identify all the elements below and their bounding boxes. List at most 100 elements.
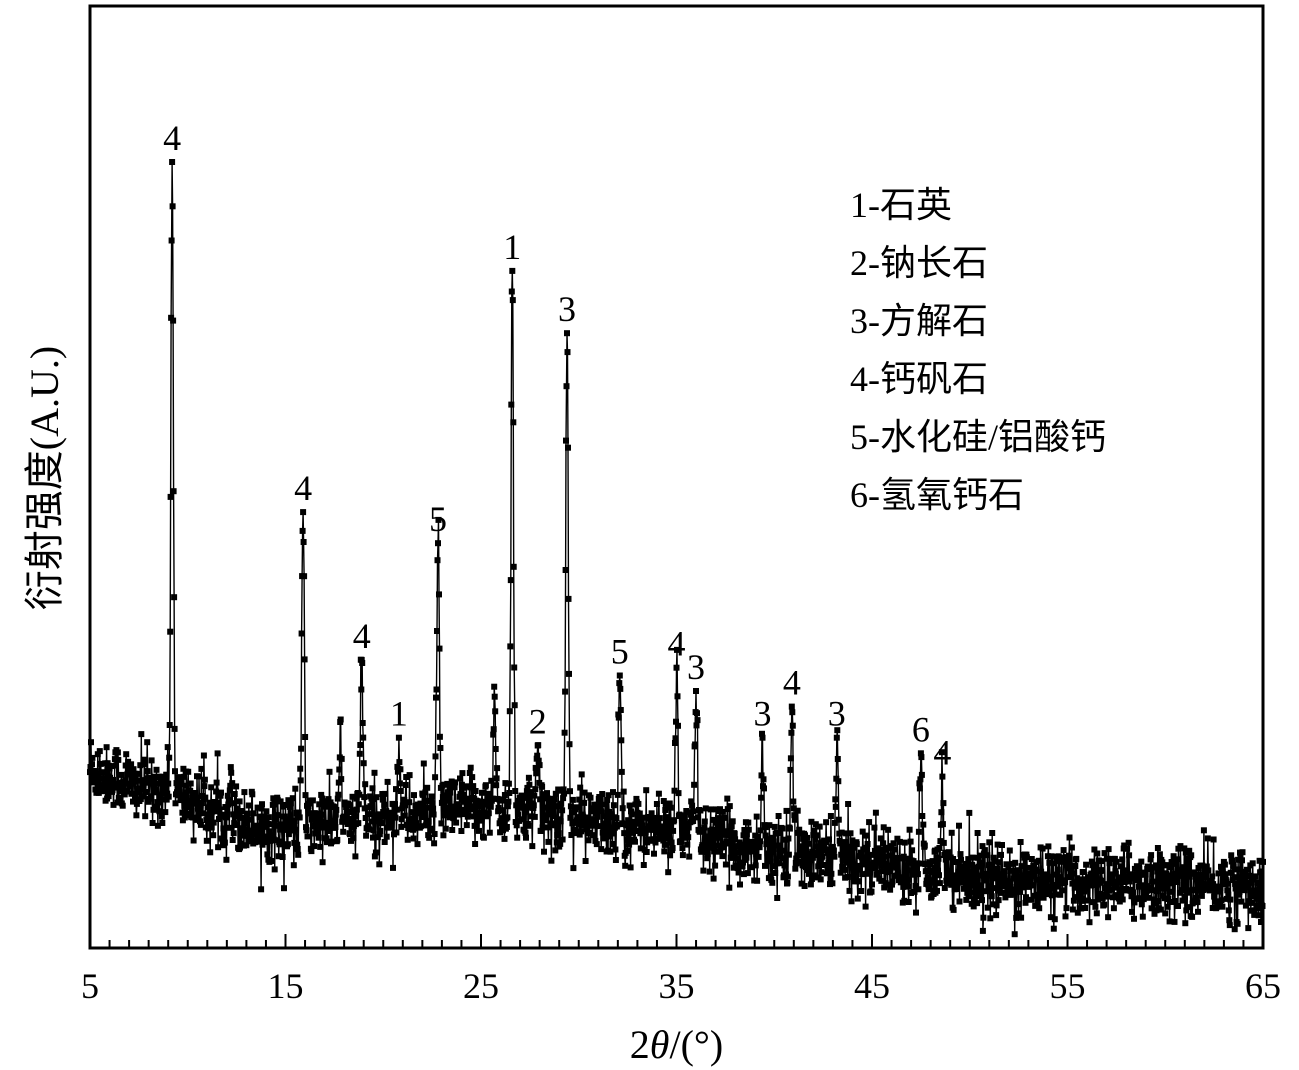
data-point	[1092, 863, 1099, 870]
data-point	[522, 808, 528, 815]
data-point	[159, 820, 166, 826]
data-point	[620, 788, 627, 795]
data-point	[980, 914, 987, 921]
data-point	[790, 805, 797, 812]
data-point	[525, 774, 532, 781]
data-point	[815, 847, 822, 854]
data-point	[430, 811, 437, 818]
data-point	[1023, 894, 1029, 901]
data-point	[945, 849, 952, 856]
data-point	[838, 829, 845, 836]
data-point	[540, 791, 547, 798]
data-point	[609, 841, 616, 847]
data-point	[1094, 850, 1101, 857]
data-point	[266, 828, 273, 835]
data-point	[243, 842, 250, 849]
data-point	[664, 820, 671, 826]
data-point	[876, 846, 883, 853]
data-point	[261, 839, 268, 846]
data-point	[281, 885, 287, 892]
data-point	[532, 764, 539, 771]
data-point	[393, 806, 400, 813]
data-point	[530, 802, 537, 809]
data-point	[1011, 931, 1018, 938]
data-point	[966, 809, 973, 816]
data-point	[1179, 864, 1186, 871]
data-point	[528, 789, 535, 796]
series-markers	[87, 159, 1266, 938]
data-point	[469, 774, 476, 781]
data-point	[201, 783, 208, 790]
data-point	[903, 862, 910, 869]
data-point	[1022, 899, 1029, 906]
data-point	[1122, 867, 1129, 874]
data-point	[336, 766, 343, 773]
data-point	[865, 864, 872, 871]
data-point	[304, 833, 311, 840]
data-point	[830, 847, 837, 854]
data-point	[693, 688, 699, 694]
data-point	[714, 842, 721, 849]
data-point	[871, 847, 878, 854]
data-point	[206, 799, 213, 806]
data-point	[813, 832, 820, 839]
data-point	[785, 835, 792, 842]
data-point	[627, 864, 634, 871]
data-point	[1183, 907, 1190, 914]
data-point	[857, 849, 864, 856]
data-point	[317, 843, 324, 850]
data-point	[711, 848, 718, 855]
data-point	[911, 888, 918, 895]
data-point	[962, 881, 969, 888]
data-point	[510, 563, 517, 570]
data-point	[884, 881, 891, 888]
data-point	[412, 825, 418, 832]
data-point	[918, 771, 925, 778]
data-point	[1073, 894, 1080, 901]
data-point	[1243, 873, 1250, 880]
data-point	[988, 893, 995, 900]
data-point	[674, 646, 680, 653]
data-point	[575, 814, 582, 821]
data-point	[369, 785, 376, 792]
data-point	[474, 798, 481, 805]
data-point	[140, 793, 147, 800]
data-point	[501, 835, 508, 842]
data-point	[1089, 899, 1096, 906]
data-point	[675, 722, 681, 729]
data-point	[608, 811, 614, 818]
data-point	[1173, 879, 1180, 885]
data-point	[996, 859, 1003, 866]
data-point	[1053, 891, 1060, 898]
data-point	[740, 871, 747, 878]
data-point	[548, 857, 555, 864]
data-point	[1052, 871, 1059, 878]
data-point	[1180, 881, 1187, 888]
data-point	[755, 833, 762, 840]
data-point	[298, 630, 305, 637]
data-point	[172, 800, 179, 807]
data-point	[1245, 925, 1252, 932]
data-point	[1097, 890, 1104, 897]
data-point	[587, 794, 594, 801]
data-point	[751, 839, 758, 846]
data-point	[743, 854, 750, 861]
data-point	[834, 727, 841, 734]
data-point	[798, 843, 805, 850]
data-point	[390, 864, 396, 871]
data-point	[956, 898, 963, 905]
data-point	[490, 731, 497, 738]
legend: 1-石英 2-钠长石 3-方解石 4-钙矾石 5-水化硅/铝酸钙 6-氢氧钙石	[850, 185, 1106, 515]
data-point	[355, 820, 362, 827]
data-point	[99, 788, 106, 795]
data-point	[939, 773, 946, 780]
data-point	[544, 795, 551, 802]
data-point	[711, 831, 718, 838]
data-point	[351, 813, 358, 820]
data-point	[557, 840, 564, 847]
data-point	[142, 813, 149, 820]
data-point	[675, 790, 682, 797]
data-point	[139, 783, 146, 790]
data-point	[971, 873, 978, 880]
